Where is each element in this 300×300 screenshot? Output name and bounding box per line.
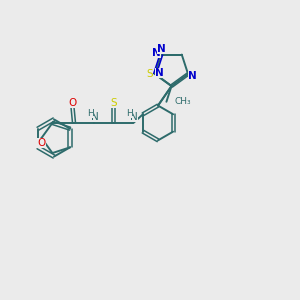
Text: S: S [146,69,153,79]
Text: CH₃: CH₃ [175,97,191,106]
Text: O: O [38,138,46,148]
Text: H: H [87,109,94,118]
Text: N: N [91,112,99,122]
Text: N: N [157,44,166,55]
Text: N: N [188,70,197,80]
Text: N: N [152,48,161,58]
Text: H: H [126,109,133,118]
Text: N: N [155,68,164,77]
Text: N: N [130,112,138,122]
Text: O: O [68,98,76,108]
Text: S: S [111,98,117,108]
